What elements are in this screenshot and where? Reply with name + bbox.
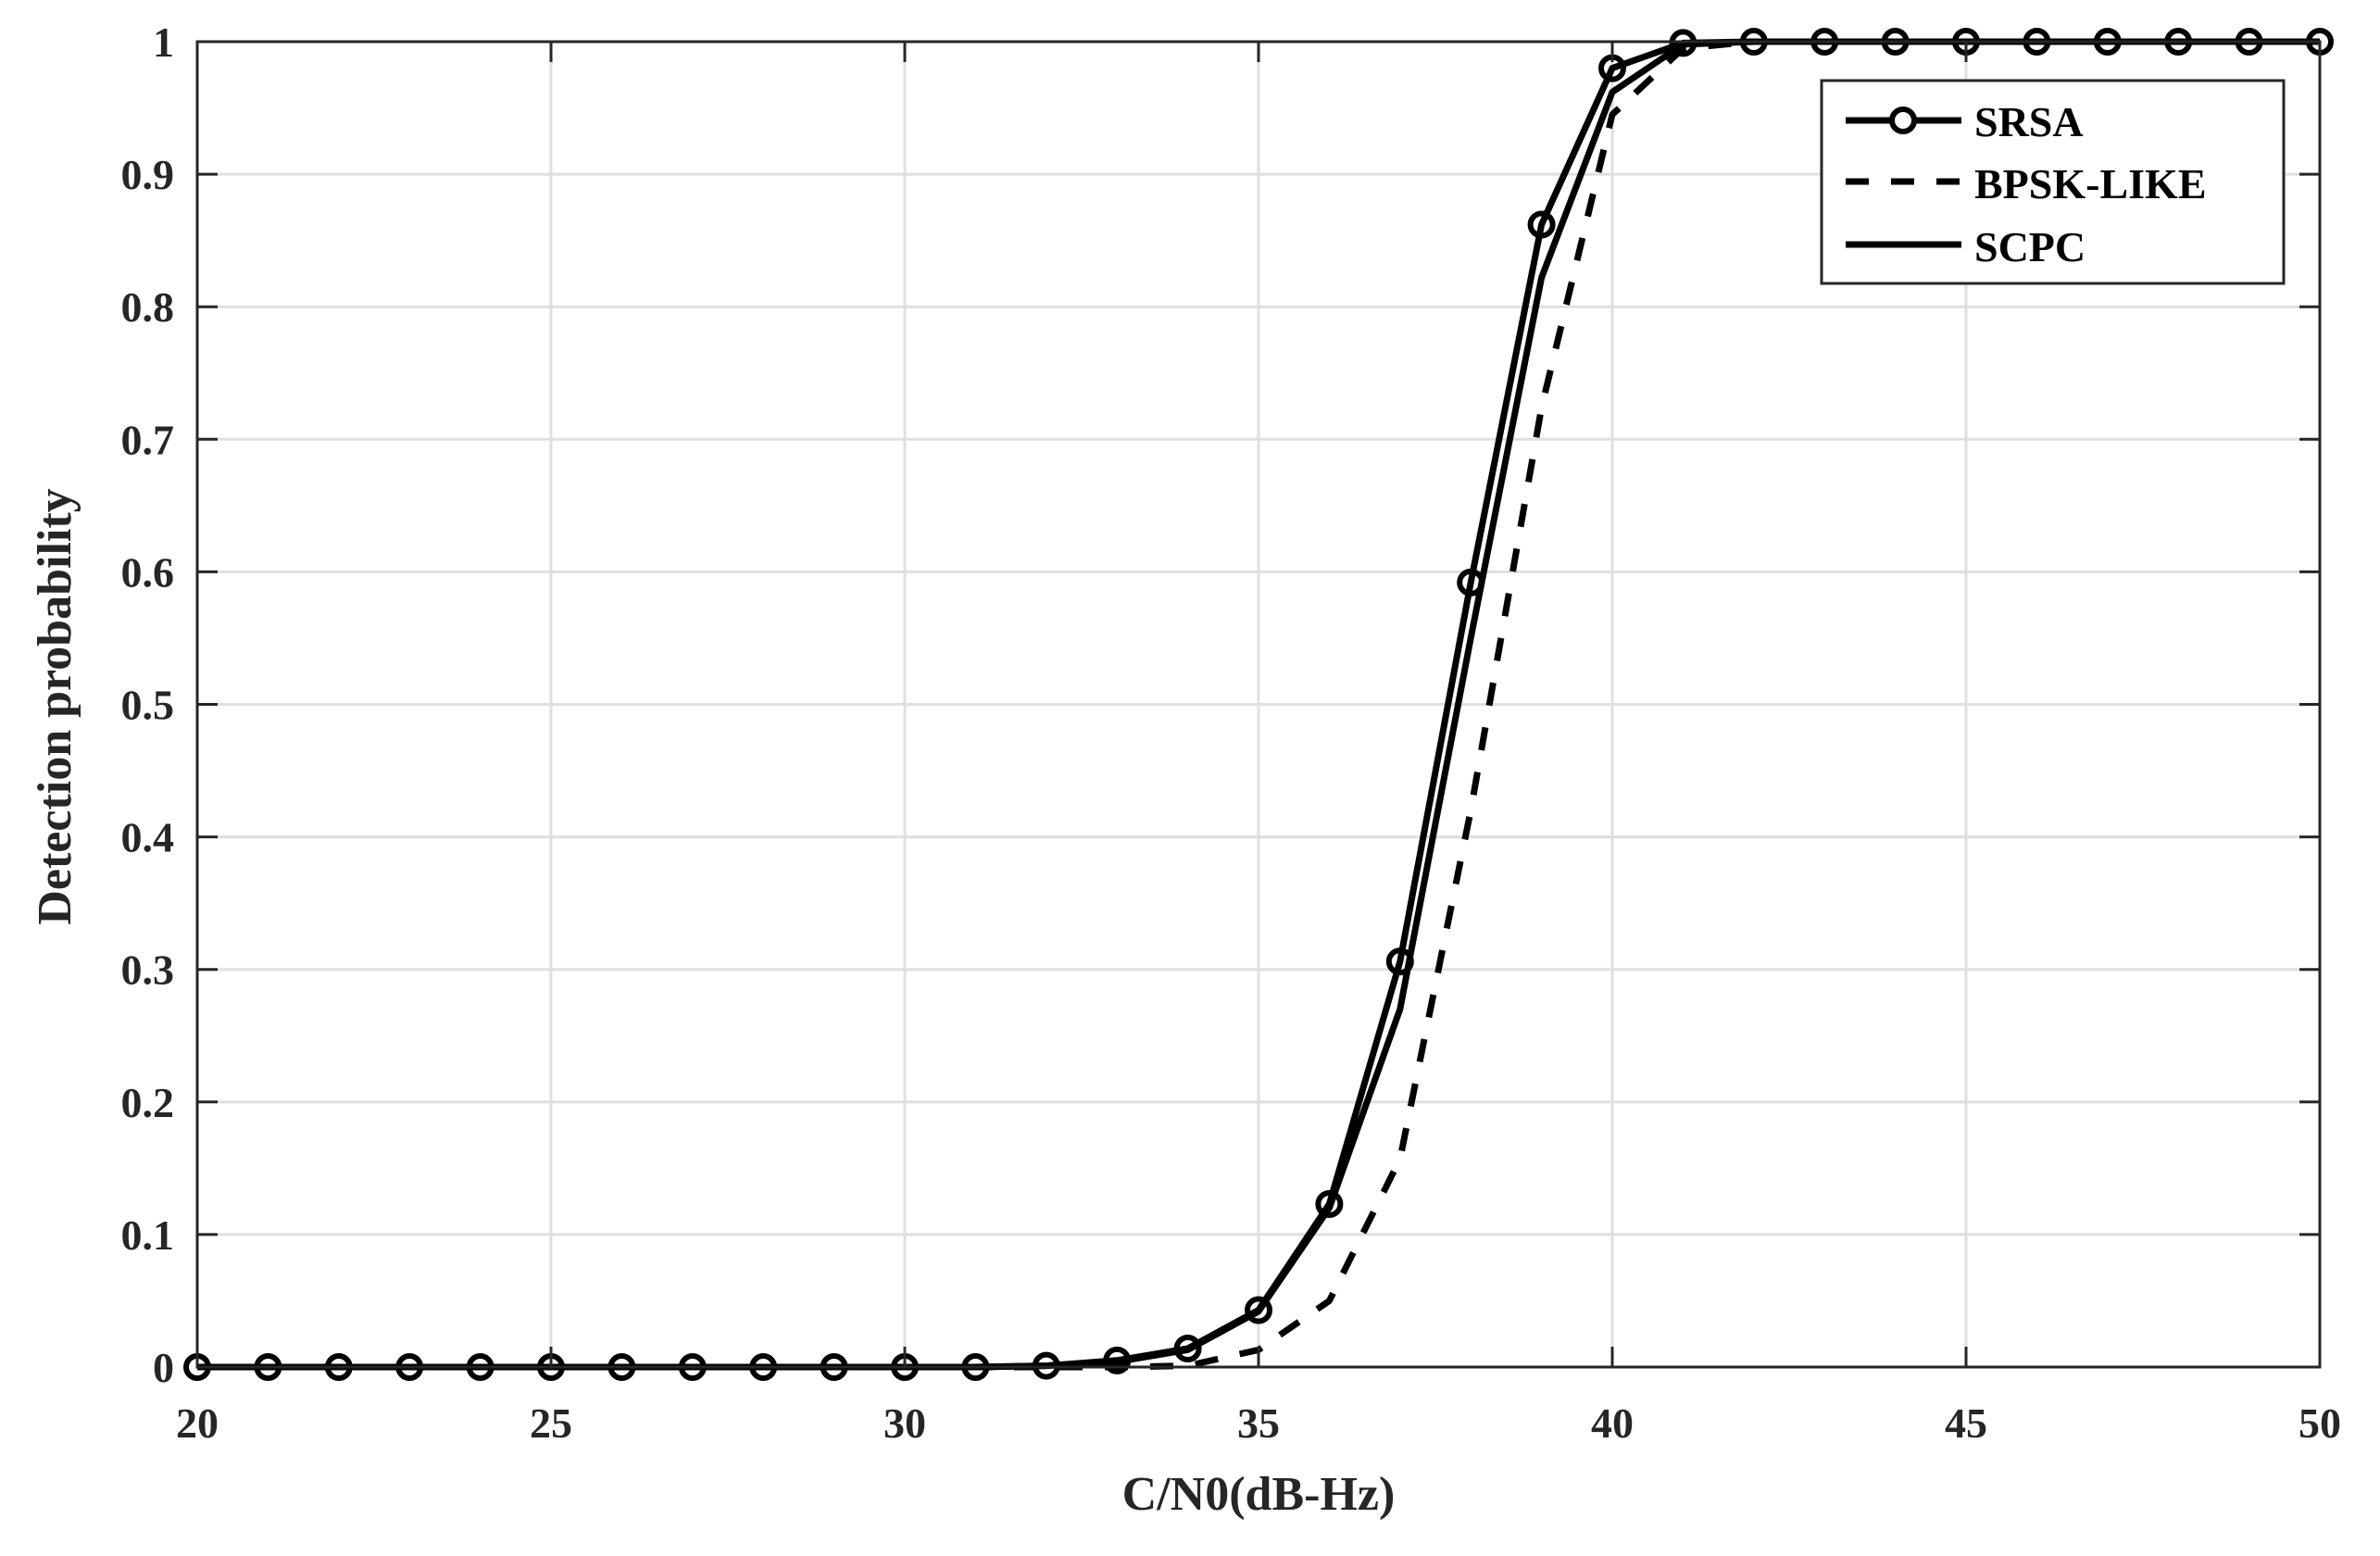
data-point-marker <box>1527 210 1556 239</box>
x-tick-label: 20 <box>176 1399 219 1447</box>
legend-circle-marker-icon <box>1889 107 1917 134</box>
legend-item-srsa: SRSA <box>1846 98 2084 145</box>
data-point-marker <box>1173 1334 1202 1362</box>
y-tick-label: 0.5 <box>121 682 175 729</box>
y-tick-label: 0.7 <box>121 416 175 463</box>
x-tick-labels: 20 25 30 35 40 45 50 <box>176 1399 2341 1447</box>
data-point-marker <box>1103 1346 1132 1374</box>
legend-item-scpc: SCPC <box>1846 223 2086 270</box>
data-point-marker <box>1245 1296 1272 1324</box>
x-tick-label: 25 <box>530 1399 572 1447</box>
legend: SRSA BPSK-LIKE SCPC <box>1820 79 2286 285</box>
y-tick-label: 0.1 <box>121 1211 175 1259</box>
data-point-marker <box>1457 568 1485 596</box>
legend-label-scpc: SCPC <box>1974 223 2086 270</box>
y-tick-label: 0.6 <box>121 548 175 596</box>
axes <box>195 40 2322 1369</box>
y-tick-labels: 0 0.1 0.2 0.3 0.4 0.5 0.6 0.7 0.8 0.9 1 <box>121 19 175 1391</box>
data-point-marker <box>1385 947 1414 976</box>
y-tick-label: 0.3 <box>121 947 175 994</box>
legend-label-bpsk-like: BPSK-LIKE <box>1974 160 2207 207</box>
x-tick-label: 30 <box>883 1399 926 1447</box>
y-tick-label: 0.4 <box>121 814 175 861</box>
x-axis-title: C/N0(dB-Hz) <box>1122 1468 1396 1521</box>
x-tick-label: 45 <box>1945 1399 1987 1447</box>
y-tick-label: 0.2 <box>121 1079 175 1126</box>
legend-item-bpsk-like: BPSK-LIKE <box>1846 160 2207 207</box>
legend-label-srsa: SRSA <box>1974 98 2084 145</box>
grid-lines <box>197 42 2320 1367</box>
y-tick-label: 0.9 <box>121 151 175 198</box>
y-tick-label: 1 <box>153 19 174 66</box>
x-tick-label: 40 <box>1591 1399 1634 1447</box>
y-tick-label: 0.8 <box>121 283 175 331</box>
y-axis-title: Detection probability <box>29 488 81 924</box>
data-point-marker <box>1315 1189 1344 1218</box>
x-tick-label: 50 <box>2299 1399 2341 1447</box>
x-tick-label: 35 <box>1237 1399 1280 1447</box>
y-tick-label: 0 <box>153 1344 174 1391</box>
